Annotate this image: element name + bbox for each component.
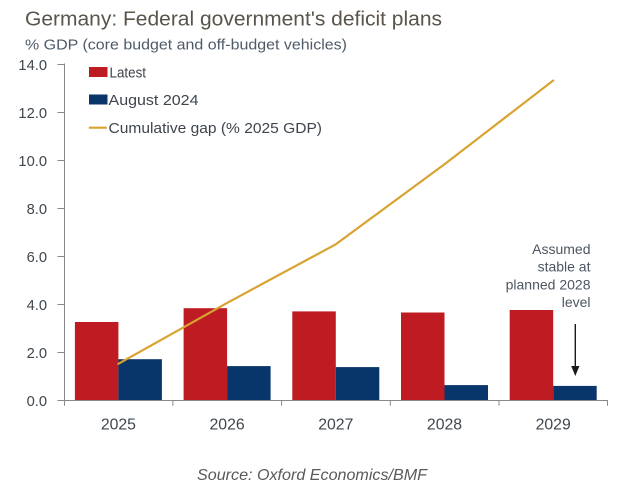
svg-text:Assumed: Assumed: [532, 241, 590, 257]
svg-text:2027: 2027: [318, 417, 353, 434]
svg-text:2.0: 2.0: [27, 346, 47, 362]
svg-text:2025: 2025: [101, 417, 136, 434]
svg-text:Latest: Latest: [110, 64, 147, 81]
svg-text:Germany: Federal government's: Germany: Federal government's deficit pl…: [25, 9, 442, 31]
svg-text:2029: 2029: [536, 417, 571, 434]
svg-text:8.0: 8.0: [27, 202, 47, 218]
svg-text:Cumulative gap (% 2025 GDP): Cumulative gap (% 2025 GDP): [109, 120, 323, 137]
svg-text:6.0: 6.0: [27, 250, 47, 266]
svg-text:August 2024: August 2024: [109, 92, 199, 109]
svg-text:4.0: 4.0: [27, 298, 47, 314]
svg-text:12.0: 12.0: [18, 106, 47, 122]
svg-text:10.0: 10.0: [18, 154, 47, 170]
svg-text:14.0: 14.0: [18, 58, 47, 74]
svg-text:0.0: 0.0: [27, 394, 47, 410]
svg-text:% GDP (core budget and off-bud: % GDP (core budget and off-budget vehicl…: [25, 38, 347, 54]
svg-text:2026: 2026: [210, 417, 245, 434]
svg-text:Source: Oxford Economics/BMF: Source: Oxford Economics/BMF: [197, 467, 428, 484]
svg-text:planned 2028: planned 2028: [506, 276, 591, 292]
svg-text:level: level: [562, 294, 591, 310]
svg-text:2028: 2028: [427, 417, 462, 434]
svg-text:stable at: stable at: [538, 259, 591, 275]
